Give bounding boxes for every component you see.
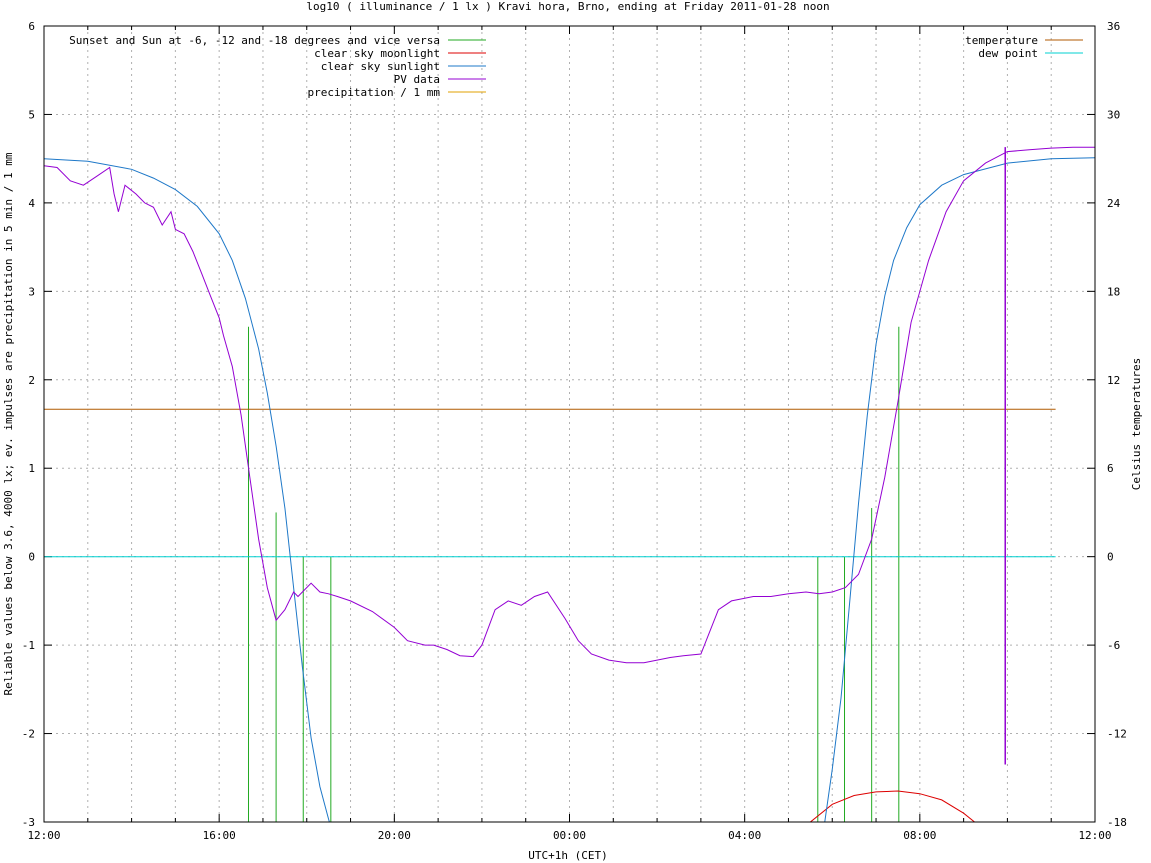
y2-tick-label: 18 bbox=[1107, 285, 1120, 298]
x-tick-label: 12:00 bbox=[27, 829, 60, 842]
y-tick-label: 0 bbox=[28, 551, 35, 564]
y2-tick-label: 6 bbox=[1107, 462, 1114, 475]
legend-label: PV data bbox=[394, 73, 440, 86]
x-axis-label: UTC+1h (CET) bbox=[528, 849, 607, 862]
y2-axis-label: Celsius temperatures bbox=[1130, 358, 1143, 490]
y-axis-right: -18 -12 -6 0 6 12 18 24 30 36 bbox=[1087, 20, 1127, 829]
y-tick-label: -1 bbox=[22, 639, 35, 652]
y-tick-label: 1 bbox=[28, 462, 35, 475]
plot-frame bbox=[43, 25, 1096, 823]
y-tick-label: -3 bbox=[22, 816, 35, 829]
y2-tick-label: 0 bbox=[1107, 551, 1114, 564]
pv-data-line bbox=[44, 146, 1095, 664]
y2-tick-label: 24 bbox=[1107, 197, 1121, 210]
y-axis-left: -3 -2 -1 0 1 2 3 4 5 6 bbox=[22, 20, 52, 829]
legend-label: clear sky sunlight bbox=[321, 60, 440, 73]
x-axis: 12:00 16:00 20:00 00:00 04:00 08:00 12:00 bbox=[27, 26, 1112, 842]
plot-series bbox=[44, 146, 1095, 822]
legend-label: Sunset and Sun at -6, -12 and -18 degree… bbox=[69, 34, 440, 47]
y2-tick-label: 36 bbox=[1107, 20, 1120, 33]
y-tick-label: 5 bbox=[28, 108, 35, 121]
y2-tick-label: -12 bbox=[1107, 728, 1127, 741]
y2-tick-label: 12 bbox=[1107, 374, 1120, 387]
grid bbox=[44, 26, 1095, 822]
y-tick-label: 3 bbox=[28, 285, 35, 298]
moonlight-line bbox=[809, 790, 976, 822]
y-tick-label: -2 bbox=[22, 728, 35, 741]
x-tick-label: 04:00 bbox=[728, 829, 761, 842]
y2-tick-label: -6 bbox=[1107, 639, 1120, 652]
y2-tick-label: -18 bbox=[1107, 816, 1127, 829]
legend-label: temperature bbox=[965, 34, 1038, 47]
legend-left: Sunset and Sun at -6, -12 and -18 degree… bbox=[69, 34, 486, 99]
legend-label: precipitation / 1 mm bbox=[308, 86, 441, 99]
x-tick-label: 20:00 bbox=[378, 829, 411, 842]
x-tick-label: 16:00 bbox=[203, 829, 236, 842]
x-tick-label: 00:00 bbox=[553, 829, 586, 842]
legend-label: clear sky moonlight bbox=[314, 47, 440, 60]
x-tick-label: 08:00 bbox=[903, 829, 936, 842]
legend-label: dew point bbox=[978, 47, 1038, 60]
y-tick-label: 6 bbox=[28, 20, 35, 33]
y-axis-label: Reliable values below 3.6, 4000 lx; ev. … bbox=[2, 152, 15, 695]
x-tick-label: 12:00 bbox=[1078, 829, 1111, 842]
sunlight-line bbox=[44, 157, 1095, 822]
y-tick-label: 4 bbox=[28, 197, 35, 210]
y-tick-label: 2 bbox=[28, 374, 35, 387]
chart-title: log10 ( illuminance / 1 lx ) Kravi hora,… bbox=[306, 0, 829, 13]
y2-tick-label: 30 bbox=[1107, 108, 1120, 121]
